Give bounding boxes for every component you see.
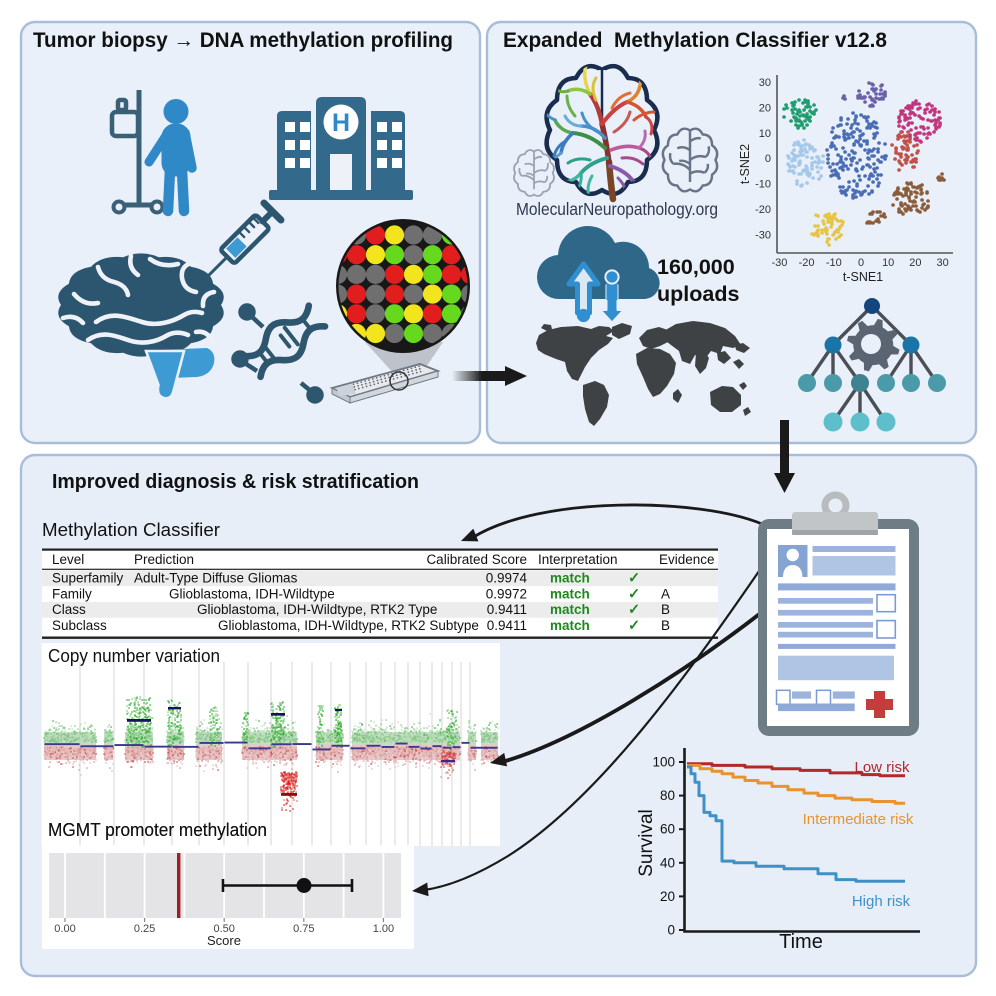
svg-text:1.00: 1.00 xyxy=(373,923,394,935)
svg-text:-20: -20 xyxy=(799,257,815,269)
svg-text:t-SNE2: t-SNE2 xyxy=(738,144,752,184)
svg-text:Glioblastoma, IDH-Wildtype: Glioblastoma, IDH-Wildtype xyxy=(169,586,335,601)
svg-text:0: 0 xyxy=(667,923,675,938)
svg-text:0.9411: 0.9411 xyxy=(487,618,527,633)
svg-text:160,000: 160,000 xyxy=(657,255,735,279)
svg-text:✓: ✓ xyxy=(628,586,640,602)
svg-text:Low risk: Low risk xyxy=(854,759,910,776)
svg-text:10: 10 xyxy=(882,257,894,269)
svg-text:40: 40 xyxy=(660,855,675,870)
svg-text:B: B xyxy=(661,602,670,617)
svg-text:Glioblastoma, IDH-Wildtype, RT: Glioblastoma, IDH-Wildtype, RTK2 Subtype xyxy=(218,618,479,633)
svg-text:Adult-Type Diffuse Gliomas: Adult-Type Diffuse Gliomas xyxy=(134,571,298,586)
svg-text:B: B xyxy=(661,618,670,633)
svg-text:-30: -30 xyxy=(755,229,771,241)
svg-text:Score: Score xyxy=(207,933,241,948)
svg-text:✓: ✓ xyxy=(628,571,640,587)
svg-text:80: 80 xyxy=(660,788,675,803)
svg-text:30: 30 xyxy=(936,257,948,269)
svg-text:✓: ✓ xyxy=(628,618,640,634)
svg-text:Tumor biopsy → DNA methylation: Tumor biopsy → DNA methylation profiling xyxy=(33,29,453,52)
svg-text:Glioblastoma, IDH-Wildtype, RT: Glioblastoma, IDH-Wildtype, RTK2 Type xyxy=(197,602,437,617)
svg-text:✓: ✓ xyxy=(628,602,640,618)
svg-text:match: match xyxy=(550,618,590,633)
svg-text:Survival: Survival xyxy=(636,809,657,877)
svg-text:0: 0 xyxy=(765,153,771,165)
svg-text:Prediction: Prediction xyxy=(134,552,194,567)
svg-text:MolecularNeuropathology.org: MolecularNeuropathology.org xyxy=(516,199,718,219)
svg-text:60: 60 xyxy=(660,822,675,837)
svg-text:-30: -30 xyxy=(771,257,787,269)
svg-text:Subclass: Subclass xyxy=(52,618,107,633)
svg-text:High risk: High risk xyxy=(852,893,911,910)
svg-text:0.9411: 0.9411 xyxy=(487,602,527,617)
svg-text:Time: Time xyxy=(779,931,823,953)
svg-text:0.50: 0.50 xyxy=(213,923,234,935)
svg-text:MGMT promoter methylation: MGMT promoter methylation xyxy=(48,820,267,840)
svg-text:MGMT promoter methylation: MGMT promoter methylation xyxy=(48,820,267,840)
svg-text:Improved diagnosis & risk stra: Improved diagnosis & risk stratification xyxy=(52,471,419,493)
svg-text:20: 20 xyxy=(660,889,675,904)
svg-text:0.25: 0.25 xyxy=(134,923,155,935)
svg-text:-10: -10 xyxy=(826,257,842,269)
svg-text:Copy number variation: Copy number variation xyxy=(48,646,220,666)
svg-text:0: 0 xyxy=(858,257,864,269)
svg-text:Intermediate risk: Intermediate risk xyxy=(803,811,914,828)
svg-text:Class: Class xyxy=(52,602,86,617)
svg-text:0.9972: 0.9972 xyxy=(486,586,527,601)
svg-text:-10: -10 xyxy=(755,179,771,191)
svg-text:match: match xyxy=(550,586,590,601)
svg-text:Family: Family xyxy=(52,586,92,601)
svg-text:Expanded Methylation Classifi: Expanded Methylation Classifier v12.8 xyxy=(503,29,887,52)
svg-text:Level: Level xyxy=(52,552,84,567)
svg-text:30: 30 xyxy=(759,77,771,89)
svg-text:20: 20 xyxy=(909,257,921,269)
svg-text:0.00: 0.00 xyxy=(54,923,75,935)
svg-text:A: A xyxy=(661,586,670,601)
svg-text:uploads: uploads xyxy=(657,282,739,306)
svg-text:Methylation Classifier: Methylation Classifier xyxy=(42,520,220,540)
svg-text:H: H xyxy=(332,109,350,137)
svg-text:t-SNE1: t-SNE1 xyxy=(843,270,883,284)
svg-text:match: match xyxy=(550,571,590,586)
svg-text:10: 10 xyxy=(759,128,771,140)
svg-text:0.75: 0.75 xyxy=(293,923,314,935)
svg-text:0.9974: 0.9974 xyxy=(486,571,528,586)
svg-text:Calibrated Score: Calibrated Score xyxy=(426,552,527,567)
svg-text:20: 20 xyxy=(759,102,771,114)
svg-text:Evidence: Evidence xyxy=(659,552,715,567)
svg-text:100: 100 xyxy=(652,755,675,770)
svg-text:match: match xyxy=(550,602,590,617)
svg-text:Interpretation: Interpretation xyxy=(538,552,618,567)
svg-text:Superfamily: Superfamily xyxy=(52,571,124,586)
svg-text:-20: -20 xyxy=(755,204,771,216)
